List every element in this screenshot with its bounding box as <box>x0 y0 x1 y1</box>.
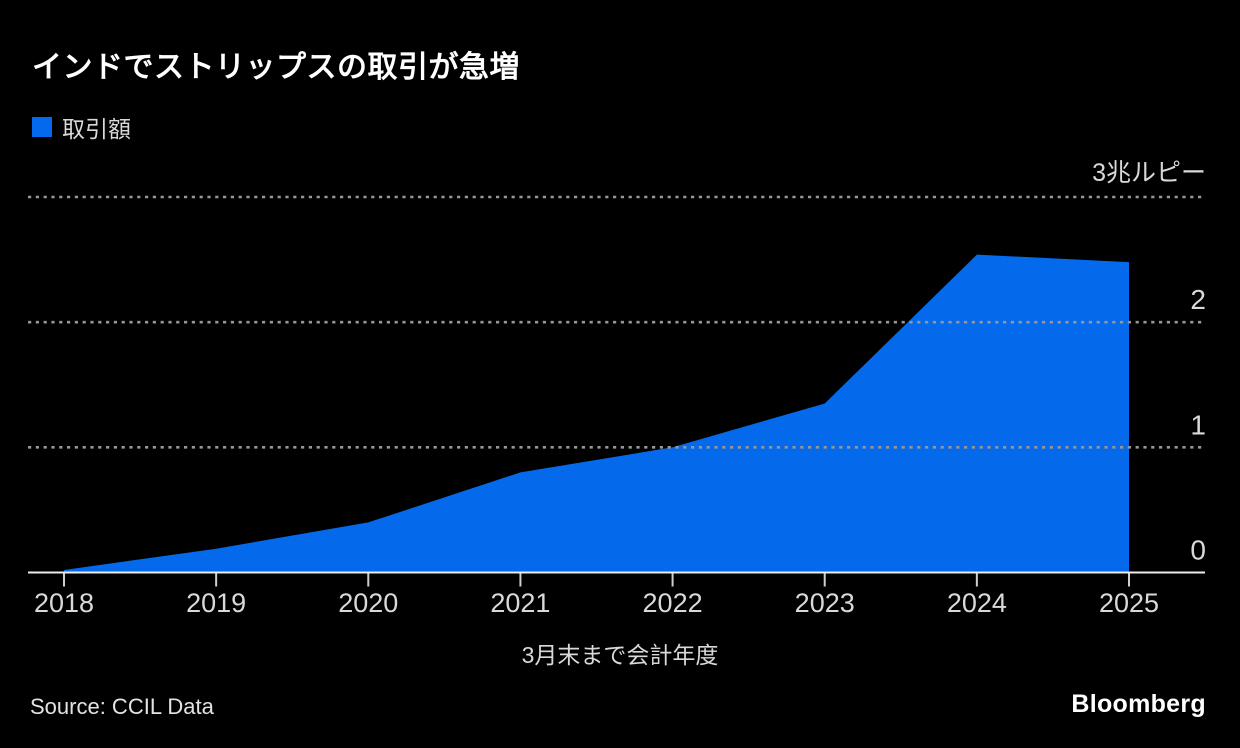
x-tick-label: 2021 <box>490 588 550 618</box>
legend-swatch <box>32 117 52 137</box>
x-tick-label: 2025 <box>1099 588 1159 618</box>
source-note: Source: CCIL Data <box>30 694 214 719</box>
bloomberg-logo: Bloomberg <box>1071 690 1206 718</box>
x-tick-label: 2023 <box>795 588 855 618</box>
y-tick-label: 3兆ルピー <box>1092 159 1206 187</box>
x-tick-label: 2020 <box>338 588 398 618</box>
x-tick-label: 2018 <box>34 588 94 618</box>
y-tick-label: 1 <box>1190 409 1206 440</box>
legend-label: 取引額 <box>62 116 131 142</box>
y-tick-label: 0 <box>1190 535 1206 566</box>
chart-title: インドでストリップスの取引が急増 <box>32 51 520 84</box>
x-axis-title: 3月末まで会計年度 <box>521 642 719 668</box>
area-series <box>64 254 1129 573</box>
x-tick-label: 2022 <box>643 588 703 618</box>
legend: 取引額 <box>32 110 131 144</box>
y-tick-label: 2 <box>1190 284 1206 315</box>
x-tick-label: 2019 <box>186 588 246 618</box>
x-tick-label: 2024 <box>947 588 1007 618</box>
